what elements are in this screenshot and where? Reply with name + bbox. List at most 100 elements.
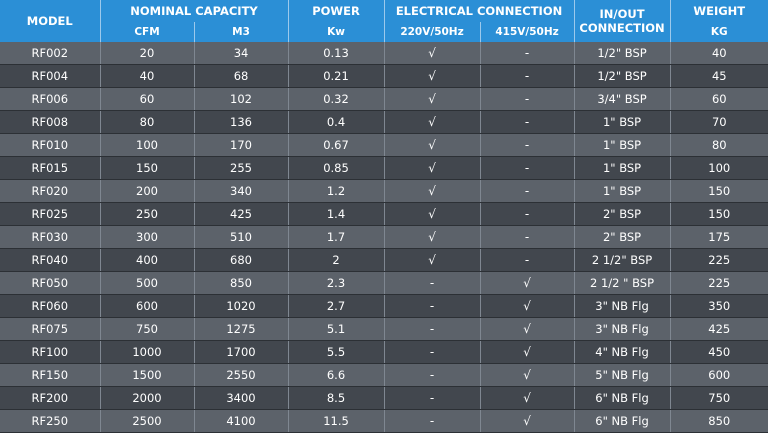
cell-model: RF100 (0, 340, 101, 364)
cell-cfm: 100 (100, 133, 195, 157)
cell-inout-connection: 1/2" BSP (574, 64, 671, 88)
cell-power: 0.4 (288, 110, 385, 134)
header-m3: M3 (194, 22, 289, 42)
header-nominal-capacity: NOMINAL CAPACITY (100, 0, 289, 22)
table-row: RF200 2000 3400 8.5- √ 6" NB Flg 750 (0, 386, 768, 410)
cell-220v: √ (384, 156, 481, 180)
table-row: RF010 100 170 0.67 √ -1" BSP 80 (0, 133, 768, 157)
cell-weight: 100 (670, 156, 768, 180)
header-220v: 220V/50Hz (384, 22, 481, 42)
cell-220v: √ (384, 225, 481, 249)
header-inout-connection: IN/OUT CONNECTION (574, 0, 671, 42)
cell-415v: - (480, 156, 575, 180)
cell-220v: √ (384, 179, 481, 203)
cell-inout-connection: 1" BSP (574, 133, 671, 157)
cell-415v: √ (480, 317, 575, 341)
cell-m3: 1275 (194, 317, 289, 341)
cell-cfm: 400 (100, 248, 195, 272)
cell-power: 2.7 (288, 294, 385, 318)
cell-220v: √ (384, 42, 481, 65)
table-row: RF015 150 255 0.85 √ -1" BSP 100 (0, 156, 768, 180)
cell-power: 0.85 (288, 156, 385, 180)
cell-power: 11.5 (288, 409, 385, 433)
cell-weight: 80 (670, 133, 768, 157)
cell-cfm: 150 (100, 156, 195, 180)
cell-415v: √ (480, 294, 575, 318)
cell-220v: - (384, 294, 481, 318)
cell-m3: 1700 (194, 340, 289, 364)
cell-weight: 425 (670, 317, 768, 341)
cell-cfm: 250 (100, 202, 195, 226)
cell-415v: - (480, 133, 575, 157)
table-body: RF002 20 34 0.13 √ -1/2" BSP 40 RF004 40 68 0.21 √ -… (0, 42, 768, 433)
cell-m3: 850 (194, 271, 289, 295)
cell-cfm: 1000 (100, 340, 195, 364)
cell-cfm: 600 (100, 294, 195, 318)
table-row: RF075 750 1275 5.1- √ 3" NB Flg 425 (0, 317, 768, 341)
cell-m3: 34 (194, 42, 289, 65)
cell-inout-connection: 3/4" BSP (574, 87, 671, 111)
table-row: RF020 200 340 1.2 √ -1" BSP 150 (0, 179, 768, 203)
cell-power: 1.4 (288, 202, 385, 226)
cell-inout-connection: 2" BSP (574, 225, 671, 249)
cell-415v: - (480, 179, 575, 203)
cell-cfm: 200 (100, 179, 195, 203)
cell-weight: 150 (670, 179, 768, 203)
cell-cfm: 500 (100, 271, 195, 295)
cell-cfm: 40 (100, 64, 195, 88)
cell-weight: 450 (670, 340, 768, 364)
cell-m3: 170 (194, 133, 289, 157)
cell-415v: √ (480, 340, 575, 364)
header-power: POWER (288, 0, 385, 22)
cell-model: RF006 (0, 87, 101, 111)
table-row: RF060 600 1020 2.7- √ 3" NB Flg 350 (0, 294, 768, 318)
cell-inout-connection: 1" BSP (574, 110, 671, 134)
cell-weight: 750 (670, 386, 768, 410)
header-electrical-connection: ELECTRICAL CONNECTION (384, 0, 575, 22)
table-row: RF030 300 510 1.7 √ -2" BSP 175 (0, 225, 768, 249)
cell-415v: - (480, 64, 575, 88)
cell-cfm: 60 (100, 87, 195, 111)
cell-inout-connection: 3" NB Flg (574, 317, 671, 341)
cell-model: RF250 (0, 409, 101, 433)
cell-415v: - (480, 225, 575, 249)
cell-weight: 350 (670, 294, 768, 318)
cell-inout-connection: 6" NB Flg (574, 409, 671, 433)
cell-model: RF004 (0, 64, 101, 88)
cell-m3: 102 (194, 87, 289, 111)
cell-415v: - (480, 202, 575, 226)
cell-415v: √ (480, 386, 575, 410)
cell-weight: 225 (670, 271, 768, 295)
cell-220v: √ (384, 87, 481, 111)
cell-model: RF040 (0, 248, 101, 272)
cell-m3: 255 (194, 156, 289, 180)
cell-weight: 60 (670, 87, 768, 111)
cell-model: RF150 (0, 363, 101, 387)
table-row: RF006 60 102 0.32 √ -3/4" BSP 60 (0, 87, 768, 111)
cell-cfm: 750 (100, 317, 195, 341)
cell-power: 5.5 (288, 340, 385, 364)
cell-415v: - (480, 110, 575, 134)
cell-inout-connection: 3" NB Flg (574, 294, 671, 318)
header-cfm: CFM (100, 22, 195, 42)
header-415v: 415V/50Hz (480, 22, 575, 42)
cell-inout-connection: 5" NB Flg (574, 363, 671, 387)
header-weight: WEIGHT (670, 0, 768, 22)
cell-weight: 70 (670, 110, 768, 134)
cell-220v: √ (384, 202, 481, 226)
cell-model: RF030 (0, 225, 101, 249)
cell-power: 5.1 (288, 317, 385, 341)
header-model: MODEL (0, 0, 101, 42)
cell-m3: 680 (194, 248, 289, 272)
cell-220v: - (384, 409, 481, 433)
cell-220v: - (384, 340, 481, 364)
cell-model: RF025 (0, 202, 101, 226)
cell-cfm: 20 (100, 42, 195, 65)
cell-m3: 136 (194, 110, 289, 134)
cell-power: 0.67 (288, 133, 385, 157)
table-row: RF050 500 850 2.3- √ 2 1/2 " BSP 225 (0, 271, 768, 295)
cell-m3: 340 (194, 179, 289, 203)
table-row: RF150 1500 2550 6.6- √ 5" NB Flg 600 (0, 363, 768, 387)
cell-m3: 2550 (194, 363, 289, 387)
